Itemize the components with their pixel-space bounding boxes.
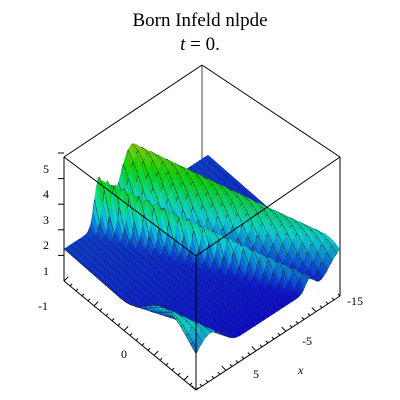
y-tick <box>69 283 73 287</box>
x-tick-label: 5 <box>253 367 259 381</box>
x-tick <box>205 379 209 383</box>
y-tick <box>177 372 181 376</box>
subtitle-value: = 0. <box>185 34 219 55</box>
surface-plot <box>63 143 341 355</box>
x-tick <box>251 346 257 352</box>
box-edge <box>63 156 197 257</box>
x-tick <box>221 365 227 371</box>
y-tick <box>117 323 121 326</box>
chart-subtitle: t = 0. <box>180 34 220 55</box>
y-tick <box>183 375 189 381</box>
x-tick <box>337 293 341 297</box>
y-tick <box>75 288 79 292</box>
x-tick <box>301 317 305 320</box>
x-tick <box>229 364 233 367</box>
z-tick-label: 5 <box>43 162 49 176</box>
y-tick <box>147 347 151 351</box>
x-tick <box>191 385 197 391</box>
x-tick <box>311 307 317 313</box>
x-tick <box>307 313 311 316</box>
x-tick <box>277 332 281 336</box>
y-tick <box>123 325 129 331</box>
box-edge <box>201 64 341 158</box>
x-tick-label: -5 <box>302 334 312 348</box>
chart-title: Born Infeld nlpde <box>132 10 267 31</box>
z-tick-label: 4 <box>43 187 49 201</box>
y-axis-tick-labels: -1 0 <box>38 299 127 361</box>
z-axis-tick-labels: 1 2 3 4 5 <box>43 162 49 278</box>
y-tick <box>87 298 91 302</box>
z-tick-label: 2 <box>43 238 49 252</box>
x-axis-label: x <box>297 363 304 377</box>
x-tick <box>217 371 221 375</box>
y-tick <box>135 338 139 341</box>
y-tick <box>63 276 69 282</box>
box-edge <box>195 156 341 257</box>
subtitle-variable: t <box>180 34 186 55</box>
y-tick <box>105 313 109 317</box>
y-tick-label: 0 <box>121 347 127 361</box>
y-tick-label: -1 <box>38 299 48 313</box>
y-tick <box>99 308 103 312</box>
x-tick <box>319 305 323 309</box>
x-tick <box>211 375 215 379</box>
x-tick <box>271 336 275 340</box>
x-tick <box>295 320 299 324</box>
y-tick <box>153 350 159 356</box>
y-tick <box>171 367 175 371</box>
z-tick-label: 1 <box>43 264 49 278</box>
y-tick <box>141 342 145 346</box>
y-tick <box>93 301 99 307</box>
x-axis-tick-labels: -15 -5 5 <box>253 294 363 381</box>
z-tick-label: 3 <box>43 213 49 227</box>
x-tick <box>331 297 335 301</box>
x-tick <box>265 340 269 344</box>
x-tick <box>199 383 203 387</box>
y-tick <box>159 357 163 361</box>
x-tick <box>247 352 251 356</box>
box-edge <box>63 64 203 158</box>
y-tick <box>165 362 169 366</box>
y-tick <box>129 333 133 336</box>
x-tick <box>289 324 293 328</box>
x-tick <box>259 344 263 348</box>
x-tick <box>241 356 245 360</box>
x-tick-label: -15 <box>347 294 363 308</box>
y-tick <box>189 382 193 386</box>
y-tick <box>111 318 115 321</box>
x-tick <box>325 301 329 305</box>
x-tick <box>235 360 239 363</box>
y-tick <box>81 293 85 297</box>
axis-ticks <box>58 152 341 391</box>
x-tick <box>281 326 287 332</box>
